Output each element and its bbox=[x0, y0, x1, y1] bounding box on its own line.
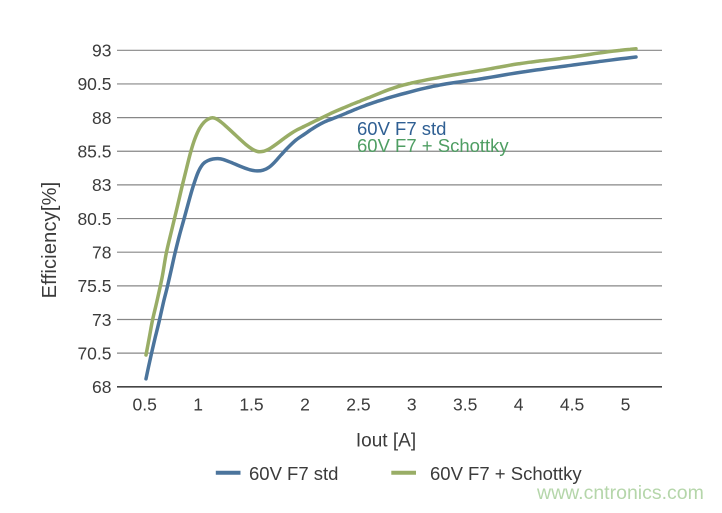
svg-text:2: 2 bbox=[300, 394, 310, 414]
svg-text:4.5: 4.5 bbox=[560, 394, 584, 414]
svg-text:60V F7 + Schottky: 60V F7 + Schottky bbox=[430, 463, 582, 484]
svg-text:78: 78 bbox=[92, 243, 111, 263]
svg-text:60V F7 std: 60V F7 std bbox=[357, 118, 446, 139]
svg-text:68: 68 bbox=[92, 377, 111, 397]
svg-text:0.5: 0.5 bbox=[133, 394, 157, 414]
svg-text:75.5: 75.5 bbox=[77, 276, 111, 296]
svg-text:Efficiency[%]: Efficiency[%] bbox=[39, 182, 61, 299]
svg-text:60V F7 std: 60V F7 std bbox=[249, 463, 338, 484]
svg-text:70.5: 70.5 bbox=[77, 343, 111, 363]
svg-text:2.5: 2.5 bbox=[346, 394, 370, 414]
svg-text:85.5: 85.5 bbox=[77, 142, 111, 162]
svg-text:3.5: 3.5 bbox=[453, 394, 477, 414]
svg-text:60V F7 + Schottky: 60V F7 + Schottky bbox=[357, 135, 509, 156]
svg-text:4: 4 bbox=[514, 394, 524, 414]
svg-text:88: 88 bbox=[92, 108, 111, 128]
svg-text:www.cntronics.com: www.cntronics.com bbox=[536, 482, 704, 504]
svg-text:3: 3 bbox=[407, 394, 417, 414]
svg-text:90.5: 90.5 bbox=[77, 74, 111, 94]
svg-text:73: 73 bbox=[92, 310, 111, 330]
svg-text:1.5: 1.5 bbox=[239, 394, 263, 414]
svg-text:5: 5 bbox=[621, 394, 631, 414]
svg-text:1: 1 bbox=[193, 394, 203, 414]
svg-text:80.5: 80.5 bbox=[77, 209, 111, 229]
svg-text:93: 93 bbox=[92, 41, 111, 61]
svg-text:Iout [A]: Iout [A] bbox=[356, 430, 416, 451]
svg-text:83: 83 bbox=[92, 175, 111, 195]
